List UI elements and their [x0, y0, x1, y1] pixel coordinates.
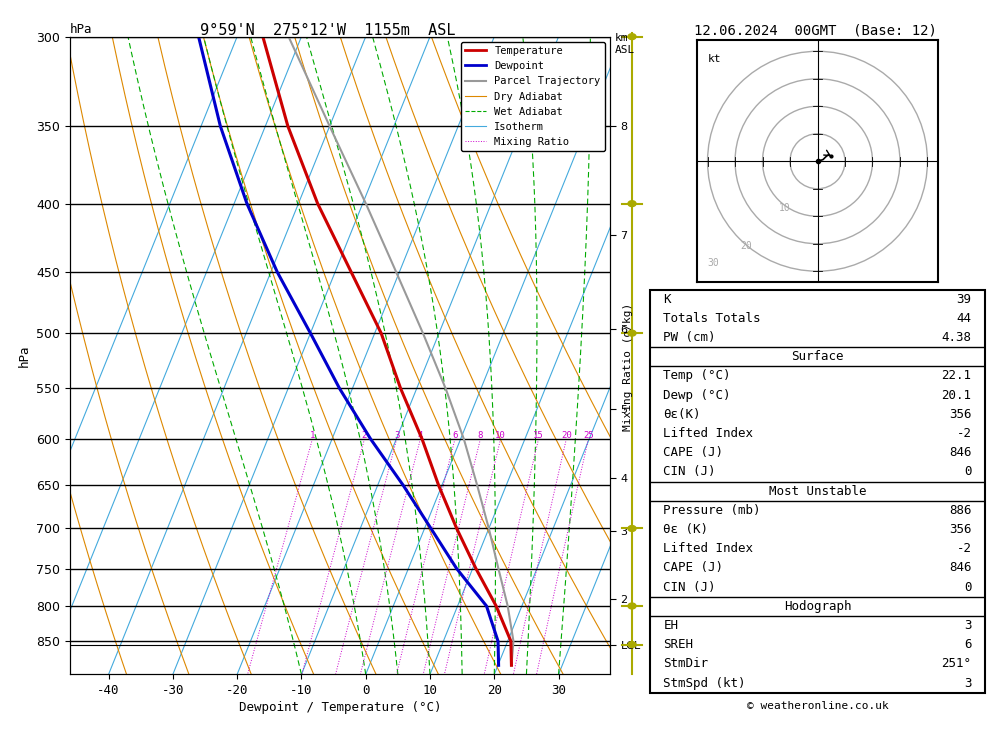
Text: 1: 1: [310, 431, 315, 440]
Text: Totals Totals: Totals Totals: [663, 312, 761, 325]
Text: 0: 0: [964, 465, 972, 479]
Text: 4: 4: [418, 431, 423, 440]
Text: 20: 20: [561, 431, 572, 440]
Text: 44: 44: [957, 312, 972, 325]
Text: Pressure (mb): Pressure (mb): [663, 504, 761, 517]
Text: 20: 20: [741, 241, 752, 251]
Text: kt: kt: [708, 54, 721, 64]
Text: -2: -2: [957, 542, 972, 555]
Text: 6: 6: [452, 431, 458, 440]
Text: 10: 10: [779, 203, 791, 213]
Text: 9°59'N  275°12'W  1155m  ASL: 9°59'N 275°12'W 1155m ASL: [200, 23, 456, 38]
Text: 22.1: 22.1: [942, 369, 972, 383]
Text: 8: 8: [478, 431, 483, 440]
Text: 10: 10: [495, 431, 506, 440]
Text: 2: 2: [362, 431, 367, 440]
Text: 6: 6: [964, 638, 972, 651]
Text: 846: 846: [949, 561, 972, 575]
Text: 25: 25: [583, 431, 594, 440]
Text: Hodograph: Hodograph: [784, 600, 851, 613]
Text: 886: 886: [949, 504, 972, 517]
Text: CIN (J): CIN (J): [663, 465, 716, 479]
Text: km
ASL: km ASL: [615, 33, 635, 54]
Text: CIN (J): CIN (J): [663, 581, 716, 594]
Text: Lifted Index: Lifted Index: [663, 427, 753, 440]
Text: PW (cm): PW (cm): [663, 331, 716, 344]
Text: 30: 30: [708, 258, 719, 268]
Text: 3: 3: [964, 619, 972, 632]
X-axis label: Dewpoint / Temperature (°C): Dewpoint / Temperature (°C): [239, 701, 441, 714]
Text: Lifted Index: Lifted Index: [663, 542, 753, 555]
Text: StmSpd (kt): StmSpd (kt): [663, 677, 746, 690]
Text: Mixing Ratio (g/kg): Mixing Ratio (g/kg): [623, 303, 633, 430]
Text: SREH: SREH: [663, 638, 693, 651]
Text: EH: EH: [663, 619, 678, 632]
Text: -2: -2: [957, 427, 972, 440]
Text: CAPE (J): CAPE (J): [663, 561, 723, 575]
Text: Surface: Surface: [791, 350, 844, 364]
Text: 0: 0: [964, 581, 972, 594]
Text: StmDir: StmDir: [663, 658, 708, 671]
Text: 4.38: 4.38: [942, 331, 972, 344]
Text: 846: 846: [949, 446, 972, 459]
Text: θε (K): θε (K): [663, 523, 708, 536]
Text: Dewp (°C): Dewp (°C): [663, 388, 731, 402]
Text: 15: 15: [533, 431, 544, 440]
Text: Most Unstable: Most Unstable: [769, 485, 866, 498]
Text: 251°: 251°: [942, 658, 972, 671]
Text: θε(K): θε(K): [663, 408, 701, 421]
Text: CAPE (J): CAPE (J): [663, 446, 723, 459]
Text: K: K: [663, 292, 671, 306]
Text: 3: 3: [964, 677, 972, 690]
Text: 356: 356: [949, 408, 972, 421]
Legend: Temperature, Dewpoint, Parcel Trajectory, Dry Adiabat, Wet Adiabat, Isotherm, Mi: Temperature, Dewpoint, Parcel Trajectory…: [461, 42, 605, 152]
Text: 12.06.2024  00GMT  (Base: 12): 12.06.2024 00GMT (Base: 12): [694, 23, 936, 37]
Text: 20.1: 20.1: [942, 388, 972, 402]
Text: 356: 356: [949, 523, 972, 536]
Text: © weatheronline.co.uk: © weatheronline.co.uk: [747, 701, 889, 711]
Text: 3: 3: [394, 431, 399, 440]
Text: 39: 39: [957, 292, 972, 306]
Text: hPa: hPa: [70, 23, 92, 37]
Y-axis label: hPa: hPa: [18, 345, 31, 366]
Text: Temp (°C): Temp (°C): [663, 369, 731, 383]
